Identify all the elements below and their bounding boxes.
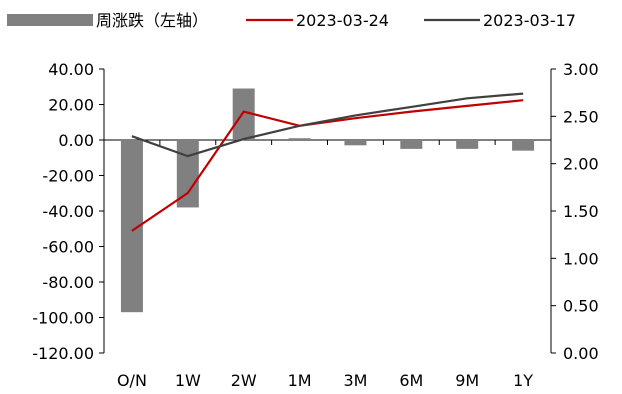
left-axis-tick-label: 0.00 <box>58 131 94 150</box>
legend-swatch-bar <box>7 14 93 26</box>
bar <box>120 140 143 313</box>
right-axis-tick-label: 0.50 <box>563 297 599 316</box>
right-axis-tick-label: 3.00 <box>563 60 599 79</box>
category-label: O/N <box>117 371 147 390</box>
left-axis-tick-label: -80.00 <box>42 273 94 292</box>
category-label: 2W <box>231 371 257 390</box>
left-axis-tick-label: -120.00 <box>32 344 94 363</box>
bar-series <box>120 88 535 313</box>
right-axis-tick-label: 0.00 <box>563 344 599 363</box>
legend-label-bar: 周涨跌（左轴） <box>96 11 208 30</box>
axes <box>99 68 556 354</box>
bar <box>400 140 423 149</box>
left-axis-tick-label: 40.00 <box>48 60 94 79</box>
category-label: 3M <box>343 371 367 390</box>
right-axis-tick-label: 2.00 <box>563 155 599 174</box>
category-label: 1W <box>175 371 201 390</box>
bar <box>288 138 311 140</box>
left-axis-tick-label: -60.00 <box>42 238 94 257</box>
right-axis-tick-label: 2.50 <box>563 107 599 126</box>
category-label: 9M <box>455 371 479 390</box>
right-axis-tick-label: 1.50 <box>563 202 599 221</box>
category-label: 1M <box>288 371 312 390</box>
bar <box>512 140 535 151</box>
bar <box>344 140 367 146</box>
legend-label-line-1: 2023-03-24 <box>296 11 389 30</box>
bar <box>456 140 479 149</box>
category-label: 1Y <box>513 371 533 390</box>
legend: 周涨跌（左轴） 2023-03-24 2023-03-17 <box>7 11 576 30</box>
left-axis-tick-label: 20.00 <box>48 96 94 115</box>
line-series <box>131 92 524 232</box>
right-axis-tick-label: 1.00 <box>563 249 599 268</box>
legend-label-line-2: 2023-03-17 <box>483 11 576 30</box>
tick-labels: 40.00 20.00 0.00 -20.00 -40.00 -60.00 -80.00 -1… <box>32 60 598 390</box>
bar <box>232 88 255 140</box>
category-label: 6M <box>399 371 423 390</box>
left-axis-tick-label: -20.00 <box>42 167 94 186</box>
line-series-1 <box>131 99 524 232</box>
line-series-2 <box>131 92 524 158</box>
left-axis-tick-label: -100.00 <box>32 309 94 328</box>
bar <box>176 140 199 208</box>
left-axis-tick-label: -40.00 <box>42 202 94 221</box>
